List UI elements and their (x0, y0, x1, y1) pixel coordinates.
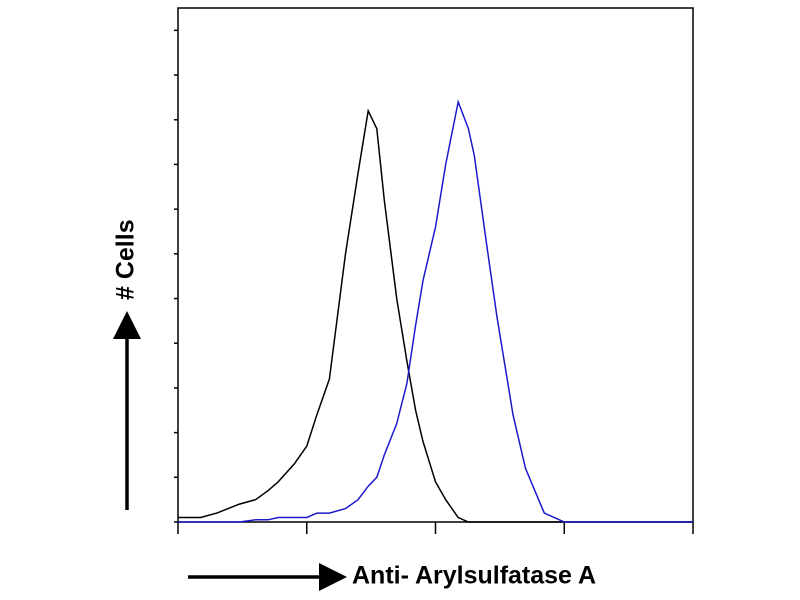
histogram-line (178, 108, 693, 523)
x-axis-label: Anti- Arylsulfatase A (352, 562, 596, 590)
histogram-line (178, 99, 693, 523)
y-axis-label: # Cells (112, 219, 140, 300)
plot-frame (177, 7, 694, 523)
